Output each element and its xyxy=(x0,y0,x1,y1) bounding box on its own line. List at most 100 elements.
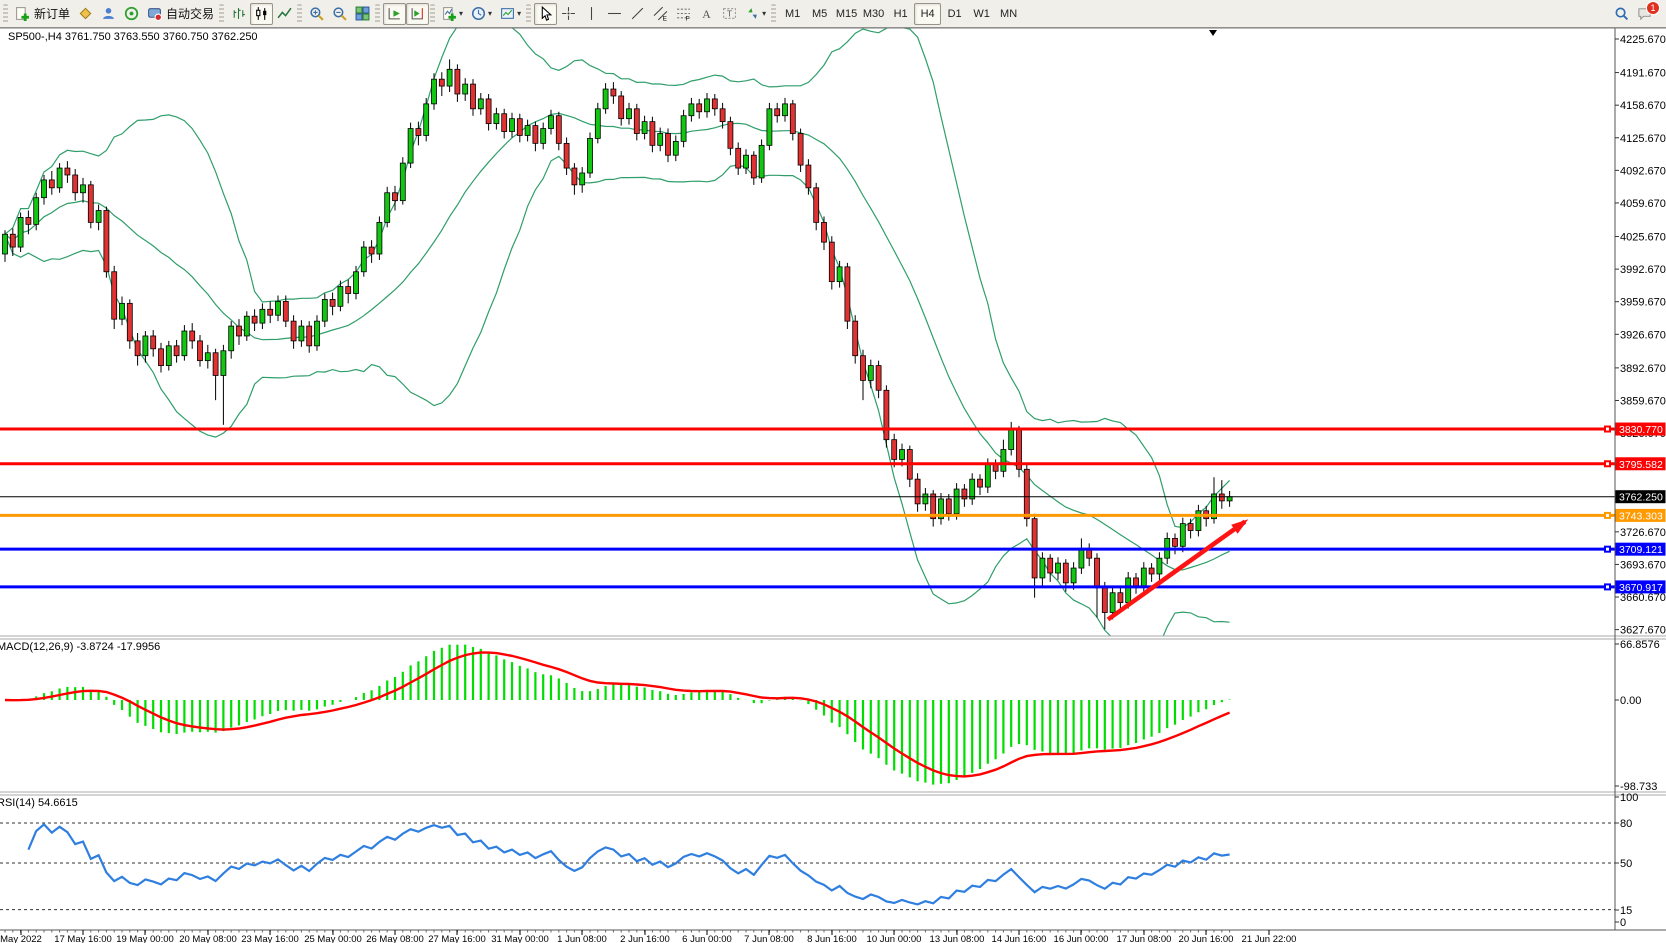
bullish-candle xyxy=(1226,496,1233,502)
bullish-candle xyxy=(587,138,593,174)
vertical-line-button[interactable] xyxy=(580,3,603,25)
bullish-candle xyxy=(259,308,266,324)
timeframe-m15-button[interactable]: M15 xyxy=(835,7,858,20)
bearish-candle xyxy=(438,78,445,87)
auto-scroll-button[interactable] xyxy=(383,2,407,25)
news-button[interactable] xyxy=(120,3,143,25)
time-tick-label: 21 Jun 22:00 xyxy=(1242,934,1297,943)
bearish-candle xyxy=(532,125,539,144)
price-tick-label: 4125.670 xyxy=(1620,133,1666,145)
time-axis[interactable]: May 2022 17 May 16:00 19 May 00:00 20 May 0… xyxy=(0,930,1296,943)
bullish-candle xyxy=(688,103,695,117)
fibonacci-button[interactable]: F xyxy=(672,3,695,25)
timeframe-m1-button[interactable]: M1 xyxy=(784,7,801,20)
arrows-button[interactable]: ▾ xyxy=(741,3,770,25)
timeframe-d1-button[interactable]: D1 xyxy=(947,7,962,20)
bullish-candle xyxy=(384,192,391,223)
new-order-icon xyxy=(15,6,30,21)
bullish-candle xyxy=(423,103,430,136)
bearish-candle xyxy=(173,345,180,357)
price-tick-label: 4191.670 xyxy=(1620,68,1666,80)
bullish-candle xyxy=(836,266,843,283)
level-badge-label: 3795.582 xyxy=(1619,459,1663,471)
candlestick-button[interactable] xyxy=(250,2,274,25)
bearish-candle xyxy=(290,320,297,342)
bullish-candle xyxy=(142,335,149,357)
toolbar-grip xyxy=(219,3,225,24)
timeframe-h1-button[interactable]: H1 xyxy=(893,7,908,20)
price-tick-label: 3859.670 xyxy=(1620,395,1666,407)
zoom-out-button[interactable] xyxy=(328,3,351,25)
autotrading-button[interactable]: 自动交易 xyxy=(143,3,218,25)
timeframe-m30-button[interactable]: M30 xyxy=(862,7,885,20)
bullish-candle xyxy=(407,128,414,164)
bearish-candle xyxy=(563,142,570,169)
bearish-candle xyxy=(1023,468,1030,520)
cursor-button[interactable] xyxy=(534,2,558,25)
level-badge-label: 3830.770 xyxy=(1619,424,1663,436)
timeframe-w1-button[interactable]: W1 xyxy=(973,7,990,20)
bullish-candle xyxy=(243,315,250,337)
level-price-badge xyxy=(1615,508,1666,522)
bar-chart-button[interactable] xyxy=(227,3,250,25)
bearish-candle xyxy=(774,108,781,117)
bearish-candle xyxy=(977,478,983,488)
bullish-candle xyxy=(953,488,960,515)
search-button[interactable] xyxy=(1610,3,1633,25)
chart-shift-button[interactable] xyxy=(406,2,430,25)
bearish-candle xyxy=(571,167,578,186)
bearish-candle xyxy=(813,187,820,223)
bullish-candle xyxy=(1109,592,1116,613)
level-badge-label: 3709.121 xyxy=(1619,544,1663,556)
price-tick-label: 3726.670 xyxy=(1620,527,1666,539)
bullish-candle xyxy=(1179,523,1186,547)
bearish-candle xyxy=(150,335,157,350)
periods-button[interactable]: ▾ xyxy=(467,3,496,25)
time-tick-label: May 2022 xyxy=(0,934,42,943)
bearish-candle xyxy=(750,154,757,179)
toolbar-grip xyxy=(771,3,777,24)
notifications-button[interactable]: 1 xyxy=(1633,0,1660,25)
macd-signal-line xyxy=(4,651,1231,778)
crosshair-button[interactable] xyxy=(557,3,580,25)
horizontal-line-button[interactable] xyxy=(603,3,626,25)
indicators-button[interactable]: ▾ xyxy=(438,3,467,25)
zoom-in-button[interactable] xyxy=(305,3,328,25)
text-button[interactable]: A xyxy=(695,3,718,25)
bullish-candle xyxy=(399,162,406,202)
new-order-button[interactable]: 新订单 xyxy=(11,3,74,25)
notification-badge: 1 xyxy=(1646,0,1660,15)
toolbar-grip xyxy=(430,3,436,24)
level-price-badge xyxy=(1615,457,1666,471)
bullish-candle xyxy=(548,115,554,129)
label-button[interactable]: T xyxy=(718,3,741,25)
trend-line[interactable] xyxy=(1106,519,1247,622)
bullish-candle xyxy=(56,167,63,189)
level-anchor-dot xyxy=(1606,547,1609,551)
bullish-candle xyxy=(1055,562,1061,574)
timeframe-mn-button[interactable]: MN xyxy=(1000,7,1018,20)
level-badge-label: 3743.303 xyxy=(1619,510,1663,522)
bollinger-lower-band xyxy=(4,155,1230,636)
bullish-candle xyxy=(376,221,383,255)
channel-button[interactable]: E xyxy=(649,3,672,25)
time-tick-label: 7 Jun 08:00 xyxy=(744,934,794,943)
timeframe-m5-button[interactable]: M5 xyxy=(811,7,828,20)
metaeditor-button[interactable] xyxy=(74,3,97,25)
bearish-candle xyxy=(9,233,16,248)
bullish-candle xyxy=(204,352,211,362)
timeframe-h4-button[interactable]: H4 xyxy=(914,2,942,25)
tile-windows-icon xyxy=(355,6,370,21)
bullish-candle xyxy=(446,68,453,87)
line-chart-button[interactable] xyxy=(273,3,296,25)
bearish-candle xyxy=(1101,587,1108,613)
templates-button[interactable]: ▾ xyxy=(496,3,525,25)
bearish-candle xyxy=(454,68,461,95)
trendline-button[interactable] xyxy=(626,3,649,25)
tile-windows-button[interactable] xyxy=(351,3,374,25)
community-button[interactable] xyxy=(97,3,120,25)
bullish-candle xyxy=(758,144,765,179)
macd-tick-label: 66.8576 xyxy=(1620,639,1660,651)
bearish-candle xyxy=(212,352,219,376)
